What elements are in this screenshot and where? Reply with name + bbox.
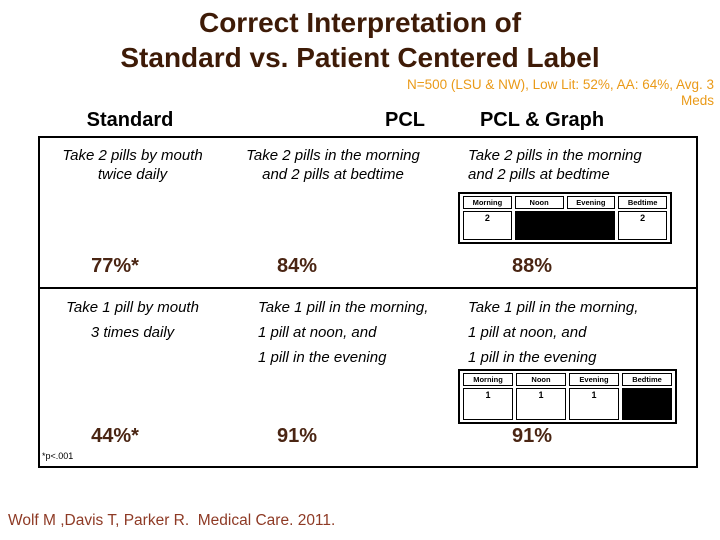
dosage-pcl-graph-row1: Take 2 pills in the morning and 2 pills … [468, 146, 683, 184]
schedule-dose-cell: 2 [618, 211, 667, 240]
title-line-2: Standard vs. Patient Centered Label [120, 42, 600, 73]
dosage-line: Take 2 pills in the morning [468, 147, 642, 164]
schedule-filled-cell [514, 211, 616, 240]
column-header-pcl: PCL [385, 109, 425, 131]
row-divider [38, 287, 698, 289]
dosage-line: twice daily [97, 166, 168, 183]
percent-pcl-row2: 91% [276, 425, 318, 447]
schedule-dose-cell: 2 [463, 211, 512, 240]
dosage-line: Take 1 pill by mouth [66, 299, 199, 316]
dosage-line: 3 times daily [90, 324, 175, 341]
study-subtitle: N=500 (LSU & NW), Low Lit: 52%, AA: 64%,… [407, 77, 714, 109]
citation: Wolf M ,Davis T, Parker R. Medical Care.… [8, 512, 336, 529]
medication-schedule-graphic-row1: Morning Noon Evening Bedtime 2 2 [458, 192, 672, 244]
dosage-line: Take 2 pills by mouth [62, 147, 203, 164]
percent-pcl-graph-row2: 91% [511, 425, 553, 447]
dosage-standard-row2: Take 1 pill by mouth 3 times daily [45, 295, 220, 345]
schedule-dose-cell: 1 [516, 388, 566, 420]
schedule-filled-cell [622, 388, 672, 420]
title-line-1: Correct Interpretation of [198, 7, 522, 38]
dosage-line: 1 pill at noon, and [468, 324, 587, 341]
dosage-line: and 2 pills at bedtime [468, 166, 610, 183]
medication-schedule-graphic-row2: Morning Noon Evening Bedtime 1 1 1 [458, 369, 677, 424]
dosage-standard-row1: Take 2 pills by mouth twice daily [45, 146, 220, 184]
percent-pcl-row1: 84% [276, 255, 318, 277]
subtitle-line-2: Meds [680, 93, 714, 108]
percent-pcl-graph-row1: 88% [511, 255, 553, 277]
dosage-line: 1 pill at noon, and [258, 324, 377, 341]
schedule-dose-cell: 1 [463, 388, 513, 420]
dosage-line: 1 pill in the evening [468, 349, 597, 366]
slide-title: Correct Interpretation of Standard vs. P… [0, 5, 720, 75]
schedule-header-cell: Noon [516, 373, 566, 386]
dosage-pcl-row2: Take 1 pill in the morning, 1 pill at no… [258, 295, 468, 370]
schedule-header-row: Morning Noon Evening Bedtime [463, 373, 672, 386]
column-header-pcl-graph: PCL & Graph [479, 109, 605, 131]
dosage-line: Take 2 pills in the morning [246, 147, 420, 164]
dosage-line: Take 1 pill in the morning, [468, 299, 639, 316]
schedule-header-cell: Morning [463, 373, 513, 386]
schedule-header-row: Morning Noon Evening Bedtime [463, 196, 667, 209]
subtitle-line-1: N=500 (LSU & NW), Low Lit: 52%, AA: 64%,… [406, 77, 714, 92]
results-table-frame [38, 136, 698, 468]
schedule-header-cell: Bedtime [618, 196, 667, 209]
schedule-header-cell: Bedtime [622, 373, 672, 386]
schedule-header-cell: Morning [463, 196, 512, 209]
dosage-pcl-graph-row2: Take 1 pill in the morning, 1 pill at no… [468, 295, 683, 370]
dosage-line: 1 pill in the evening [258, 349, 387, 366]
schedule-header-cell: Evening [569, 373, 619, 386]
p-value-footnote: *p<.001 [42, 451, 74, 461]
column-header-standard: Standard [86, 109, 174, 131]
schedule-header-cell: Evening [566, 196, 616, 209]
dosage-pcl-row1: Take 2 pills in the morning and 2 pills … [233, 146, 433, 184]
schedule-dose-cell: 1 [569, 388, 619, 420]
percent-standard-row2: 44%* [91, 425, 139, 447]
dosage-line: and 2 pills at bedtime [262, 166, 404, 183]
schedule-header-cell: Noon [514, 196, 564, 209]
percent-standard-row1: 77%* [91, 255, 139, 277]
dosage-line: Take 1 pill in the morning, [258, 299, 429, 316]
